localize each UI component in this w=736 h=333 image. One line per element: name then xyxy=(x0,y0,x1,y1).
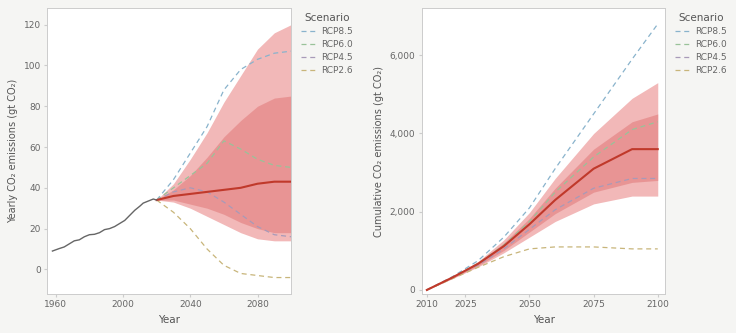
X-axis label: Year: Year xyxy=(533,315,555,325)
Legend: RCP8.5, RCP6.0, RCP4.5, RCP2.6: RCP8.5, RCP6.0, RCP4.5, RCP2.6 xyxy=(675,13,727,75)
Y-axis label: Yearly CO₂ emissions (gt CO₂): Yearly CO₂ emissions (gt CO₂) xyxy=(8,79,18,223)
Y-axis label: Cumulative CO₂ emissions (gt CO₂): Cumulative CO₂ emissions (gt CO₂) xyxy=(374,66,384,237)
X-axis label: Year: Year xyxy=(158,315,180,325)
Legend: RCP8.5, RCP6.0, RCP4.5, RCP2.6: RCP8.5, RCP6.0, RCP4.5, RCP2.6 xyxy=(300,13,353,75)
